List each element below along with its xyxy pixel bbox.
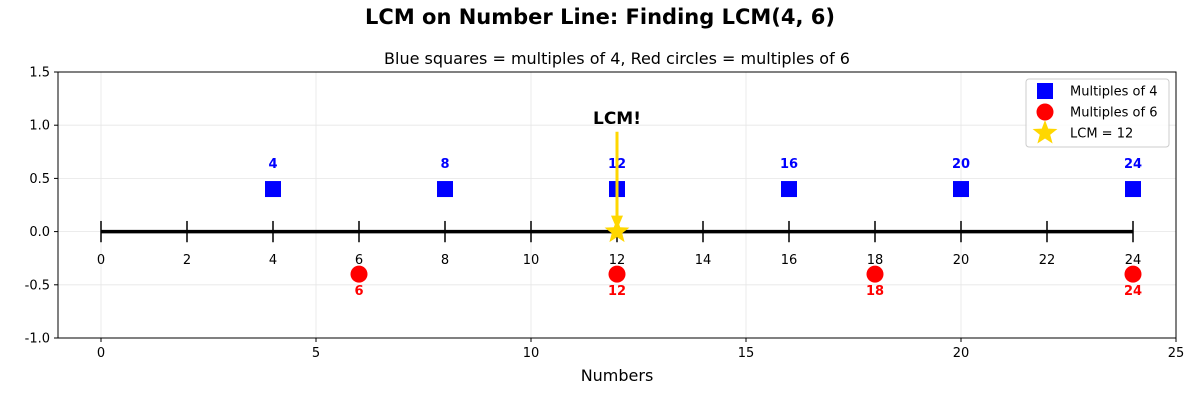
chart-title: LCM on Number Line: Finding LCM(4, 6) [365,5,835,29]
legend-entry-label: Multiples of 4 [1070,85,1157,100]
number-line-tick-label: 10 [523,253,540,268]
number-line-tick-label: 18 [867,253,884,268]
multiple-of-6-label: 12 [608,284,626,299]
number-line-tick-label: 6 [355,253,363,268]
multiple-of-4-marker [1125,181,1141,198]
multiple-of-4-label: 20 [952,157,970,172]
y-tick-label: 0.5 [29,172,50,187]
x-tick-label: 5 [312,346,320,361]
multiple-of-4-marker [437,181,453,198]
number-line-tick-label: 16 [781,253,798,268]
x-tick-label: 20 [953,346,970,361]
multiple-of-4-label: 8 [440,157,449,172]
multiple-of-6-label: 24 [1124,284,1142,299]
multiple-of-6-marker [866,265,884,283]
x-tick-label: 25 [1168,346,1185,361]
lcm-star-marker [604,218,630,243]
number-line-tick-label: 4 [269,253,277,268]
legend-box [1025,78,1170,148]
chart-subtitle: Blue squares = multiples of 4, Red circl… [384,49,850,68]
number-line-tick-label: 12 [609,253,626,268]
y-tick-label: -0.5 [25,278,50,293]
legend: Multiples of 4 Multiples of 6 LCM = 12 [1025,78,1170,148]
x-tick-label: 10 [523,346,540,361]
axes: 0 5 10 15 20 25-1.0-0.50.00.51.01.5 [25,66,1185,362]
x-tick-label: 0 [97,346,105,361]
multiple-of-4-label: 24 [1124,157,1142,172]
plot-frame [57,71,1177,339]
number-line-tick-label: 20 [953,253,970,268]
legend-square-swatch [1037,83,1053,99]
lcm-arrow-head [611,215,623,230]
number-line-tick-label: 22 [1039,253,1056,268]
legend-entry-label: LCM = 12 [1070,127,1133,142]
number-line-tick-label: 0 [97,253,105,268]
multiple-of-4-label: 16 [780,157,798,172]
multiple-of-6-label: 6 [354,284,363,299]
multiple-of-6-marker [1124,265,1142,283]
x-axis-label: Numbers [581,366,654,385]
number-line-tick-label: 24 [1125,253,1142,268]
multiple-of-4-label: 4 [268,157,277,172]
multiple-of-4-marker [781,181,797,198]
legend-circle-swatch [1036,103,1054,121]
multiple-of-6-marker [350,265,368,283]
x-tick-label: 15 [738,346,755,361]
multiple-of-4-marker [265,181,281,198]
multiple-of-4-marker [953,181,969,198]
multiple-of-6-label: 18 [866,284,884,299]
multiple-of-6-marker [608,265,626,283]
number-line-tick-label: 8 [441,253,449,268]
legend-entry-label: Multiples of 6 [1070,106,1157,121]
y-tick-label: 1.0 [29,119,50,134]
legend-star-swatch [1032,120,1058,144]
number-line-tick-label: 2 [183,253,191,268]
y-tick-label: 1.5 [29,66,50,81]
number-line-tick-label: 14 [695,253,712,268]
y-tick-label: 0.0 [29,225,50,240]
lcm-annotation-text: LCM! [593,109,641,129]
y-tick-label: -1.0 [25,332,50,347]
lcm-annotation: LCM! [593,109,641,230]
